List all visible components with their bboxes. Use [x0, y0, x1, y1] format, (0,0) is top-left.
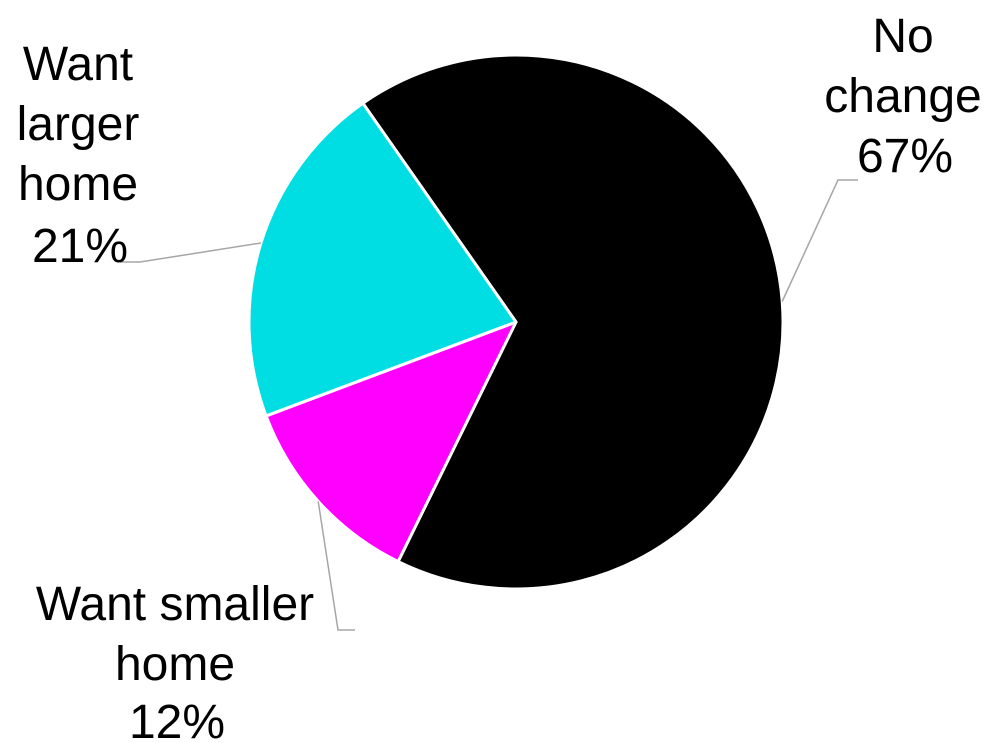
label-line: home — [115, 638, 235, 691]
label-line: 67% — [857, 130, 953, 183]
pie-slices — [247, 53, 785, 591]
label-line: 12% — [129, 696, 225, 743]
slice-label-want-smaller-home: Want smaller home 12% — [36, 578, 318, 743]
leader-line-want-smaller-home — [317, 501, 355, 631]
label-line: Want — [23, 38, 133, 91]
leader-line-no-change — [781, 179, 858, 302]
slice-label-want-larger-home: Want larger home 21% — [17, 38, 144, 273]
label-line: home — [18, 158, 138, 211]
pie-slice-want-larger-home — [247, 101, 518, 418]
label-line: Want smaller — [36, 578, 314, 631]
pie-slice-no-change — [361, 53, 785, 591]
slice-label-no-change: No change 67% — [824, 10, 985, 183]
label-line: No — [872, 10, 933, 63]
leader-line-want-larger-home — [120, 242, 262, 263]
label-line: change — [824, 70, 981, 123]
label-line: larger — [17, 98, 140, 151]
label-line: 21% — [32, 220, 128, 273]
leader-lines — [120, 179, 858, 631]
